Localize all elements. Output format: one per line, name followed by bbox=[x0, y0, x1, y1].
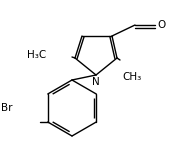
Text: Br: Br bbox=[1, 103, 12, 113]
Text: H₃C: H₃C bbox=[27, 50, 46, 60]
Text: N: N bbox=[92, 77, 100, 87]
Text: CH₃: CH₃ bbox=[122, 72, 141, 82]
Text: O: O bbox=[157, 20, 165, 30]
